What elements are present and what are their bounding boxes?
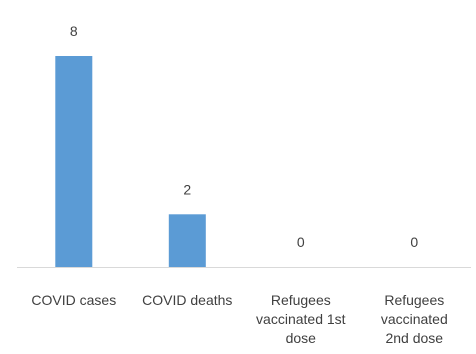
x-tick-label-2: COVID deaths xyxy=(142,292,232,308)
x-tick-label-line: vaccinated 1st xyxy=(256,311,346,327)
x-tick-label-line: Refugees xyxy=(384,292,444,308)
bar-1 xyxy=(55,56,93,267)
data-label-2: 2 xyxy=(183,181,191,197)
x-tick-label-line: dose xyxy=(286,330,317,346)
data-labels-layer: 8 2 0 0 xyxy=(70,23,418,250)
data-label-1: 8 xyxy=(70,23,78,39)
x-tick-label-4: Refugees vaccinated 2nd dose xyxy=(381,292,448,346)
x-tick-label-line: Refugees xyxy=(271,292,331,308)
x-tick-label-3: Refugees vaccinated 1st dose xyxy=(256,292,346,346)
data-label-4: 0 xyxy=(410,234,418,250)
x-tick-labels: COVID cases COVID deaths Refugees vaccinate… xyxy=(31,292,447,346)
x-tick-label-line: 2nd dose xyxy=(385,330,443,346)
x-tick-label-line: COVID deaths xyxy=(142,292,232,308)
x-tick-label-line: COVID cases xyxy=(31,292,116,308)
bar-2 xyxy=(168,214,206,268)
x-tick-label-line: vaccinated xyxy=(381,311,448,327)
x-tick-label-1: COVID cases xyxy=(31,292,116,308)
bars-layer xyxy=(55,56,206,268)
data-label-3: 0 xyxy=(297,234,305,250)
